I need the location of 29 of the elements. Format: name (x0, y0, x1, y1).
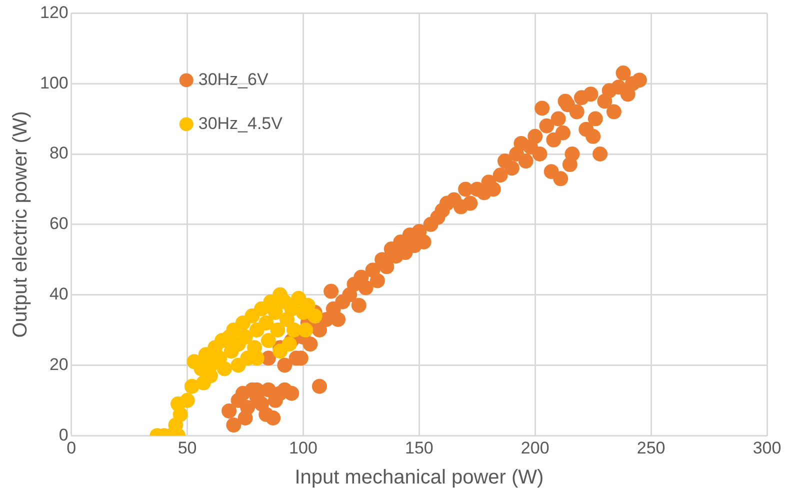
point (298, 322, 314, 338)
legend-label: 30Hz_6V (198, 70, 269, 89)
y-tick-label: 60 (49, 214, 68, 234)
x-tick-label: 150 (404, 438, 434, 458)
y-tick-label: 40 (49, 284, 68, 304)
y-tick-label: 80 (49, 144, 68, 163)
point (230, 358, 246, 373)
y-tick-label: 120 (40, 2, 68, 22)
point (260, 333, 276, 348)
point (216, 361, 232, 376)
point (180, 392, 195, 408)
x-axis-title: Input mechanical power (W) (294, 466, 544, 489)
point (184, 378, 200, 394)
point (258, 315, 274, 330)
point (270, 322, 286, 338)
x-tick-label: 50 (178, 438, 197, 458)
point (238, 330, 253, 345)
legend-label: 30Hz_4.5V (198, 114, 284, 133)
y-tick-label: 0 (58, 425, 68, 444)
y-tick-label: 100 (40, 73, 68, 92)
x-tick-label: 300 (752, 438, 782, 458)
point (307, 308, 322, 324)
point (268, 304, 283, 320)
y-axis-title: Output electric power (W) (10, 111, 32, 338)
x-tick-label: 100 (289, 438, 318, 458)
x-tick-label: 200 (520, 438, 550, 458)
y-tick-label: 20 (49, 354, 68, 374)
x-tick-label: 250 (636, 438, 666, 458)
point (282, 336, 297, 352)
